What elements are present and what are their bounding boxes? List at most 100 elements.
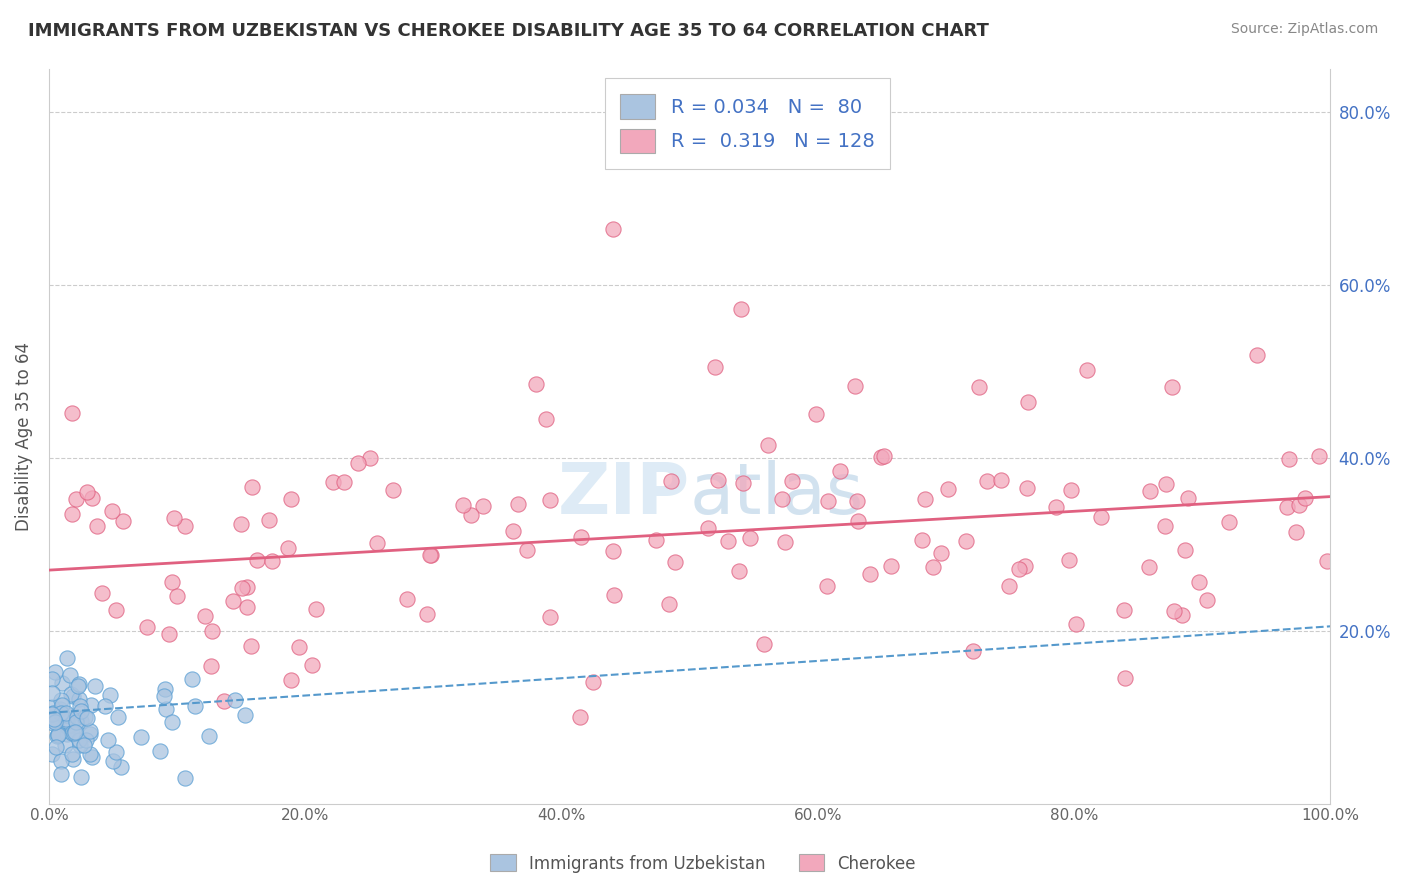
Point <box>41 747 63 761</box>
Point <box>990 474 1012 488</box>
Point <box>66 710 89 724</box>
Point <box>911 533 934 547</box>
Point <box>51 675 73 690</box>
Point <box>49 767 72 781</box>
Legend: Immigrants from Uzbekistan, Cherokee: Immigrants from Uzbekistan, Cherokee <box>484 847 922 880</box>
Point <box>131 730 153 744</box>
Point <box>193 609 215 624</box>
Point <box>1161 379 1184 393</box>
Point <box>659 474 682 488</box>
Text: Source: ZipAtlas.com: Source: ZipAtlas.com <box>1230 22 1378 37</box>
Point <box>1014 558 1036 573</box>
Point <box>773 535 796 549</box>
Point <box>60 687 83 701</box>
Point <box>59 668 82 682</box>
Point <box>869 450 891 465</box>
Point <box>859 567 882 582</box>
Point <box>1316 554 1339 568</box>
Point <box>1076 363 1098 377</box>
Point <box>112 514 135 528</box>
Point <box>76 711 98 725</box>
Point <box>1308 449 1330 463</box>
Point <box>52 709 75 723</box>
Point <box>76 485 98 500</box>
Point <box>98 688 121 702</box>
Point <box>60 406 83 420</box>
Point <box>55 714 77 728</box>
Point <box>44 712 66 726</box>
Point <box>67 692 90 706</box>
Point <box>200 659 222 673</box>
Point <box>1090 510 1112 524</box>
Point <box>80 750 103 764</box>
Point <box>181 672 204 686</box>
Point <box>1017 481 1039 495</box>
Point <box>516 543 538 558</box>
Point <box>770 491 793 506</box>
Point <box>1177 491 1199 505</box>
Point <box>245 552 267 566</box>
Point <box>51 754 73 768</box>
Point <box>86 519 108 533</box>
Point <box>42 706 65 720</box>
Point <box>46 729 69 743</box>
Point <box>44 714 66 729</box>
Point <box>1275 500 1298 514</box>
Point <box>451 498 474 512</box>
Point <box>1066 616 1088 631</box>
Point <box>780 474 803 488</box>
Point <box>60 507 83 521</box>
Point <box>41 686 63 700</box>
Point <box>221 594 243 608</box>
Point <box>508 497 530 511</box>
Point <box>658 597 681 611</box>
Point <box>55 706 77 721</box>
Point <box>305 602 328 616</box>
Point <box>471 499 494 513</box>
Point <box>1294 491 1316 506</box>
Point <box>1174 542 1197 557</box>
Point <box>100 504 122 518</box>
Point <box>733 475 755 490</box>
Point <box>73 739 96 753</box>
Point <box>44 714 66 729</box>
Point <box>280 492 302 507</box>
Point <box>288 640 311 654</box>
Point <box>110 760 132 774</box>
Point <box>70 714 93 728</box>
Point <box>236 600 259 615</box>
Point <box>582 675 605 690</box>
Point <box>79 727 101 741</box>
Point <box>1154 519 1177 533</box>
Point <box>1218 515 1240 529</box>
Point <box>844 378 866 392</box>
Point <box>173 518 195 533</box>
Point <box>602 221 624 235</box>
Point <box>212 693 235 707</box>
Point <box>201 624 224 638</box>
Point <box>153 681 176 696</box>
Point <box>233 708 256 723</box>
Point <box>53 738 76 752</box>
Point <box>754 637 776 651</box>
Point <box>55 707 77 722</box>
Point <box>322 475 344 489</box>
Point <box>540 610 562 624</box>
Point <box>69 704 91 718</box>
Point <box>79 747 101 761</box>
Point <box>416 607 439 621</box>
Point <box>44 665 66 679</box>
Point <box>56 651 79 665</box>
Point <box>645 533 668 547</box>
Point <box>846 493 869 508</box>
Point <box>104 602 127 616</box>
Point <box>104 745 127 759</box>
Point <box>1137 560 1160 574</box>
Point <box>502 524 524 538</box>
Point <box>1288 498 1310 512</box>
Point <box>63 725 86 739</box>
Point <box>914 491 936 506</box>
Point <box>46 728 69 742</box>
Point <box>257 513 280 527</box>
Point <box>419 549 441 563</box>
